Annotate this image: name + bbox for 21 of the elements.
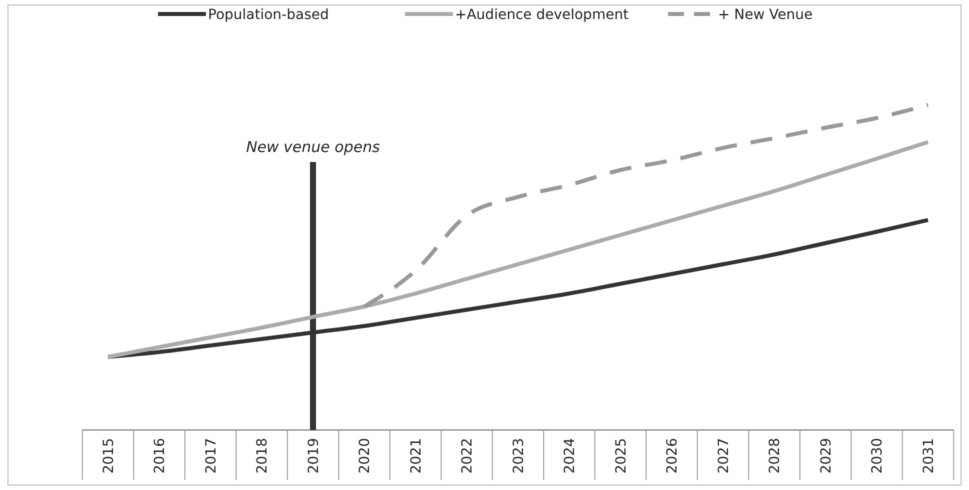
legend-label: Population-based xyxy=(208,6,329,23)
x-tick-label: 2031 xyxy=(920,438,937,474)
legend-label: + New Venue xyxy=(718,6,813,23)
x-tick-label: 2023 xyxy=(510,438,527,474)
x-tick-label: 2025 xyxy=(613,438,630,474)
x-tick-label: 2017 xyxy=(203,438,220,474)
x-tick-label: 2026 xyxy=(664,438,681,474)
x-tick-label: 2030 xyxy=(870,438,886,474)
x-tick-label: 2015 xyxy=(100,438,117,474)
x-tick-label: 2018 xyxy=(254,438,271,474)
x-tick-label: 2024 xyxy=(562,438,578,474)
ref-line-label: New venue opens xyxy=(246,138,380,156)
x-tick-label: 2027 xyxy=(716,438,732,474)
x-tick-label: 2021 xyxy=(408,438,424,474)
x-tick-label: 2028 xyxy=(767,438,784,474)
x-tick-label: 2020 xyxy=(357,438,374,474)
x-tick-label: 2022 xyxy=(460,438,476,474)
x-tick-label: 2019 xyxy=(306,438,322,474)
x-tick-label: 2029 xyxy=(818,438,834,474)
x-tick-label: 2016 xyxy=(152,438,168,474)
legend-label: +Audience development xyxy=(455,6,630,23)
